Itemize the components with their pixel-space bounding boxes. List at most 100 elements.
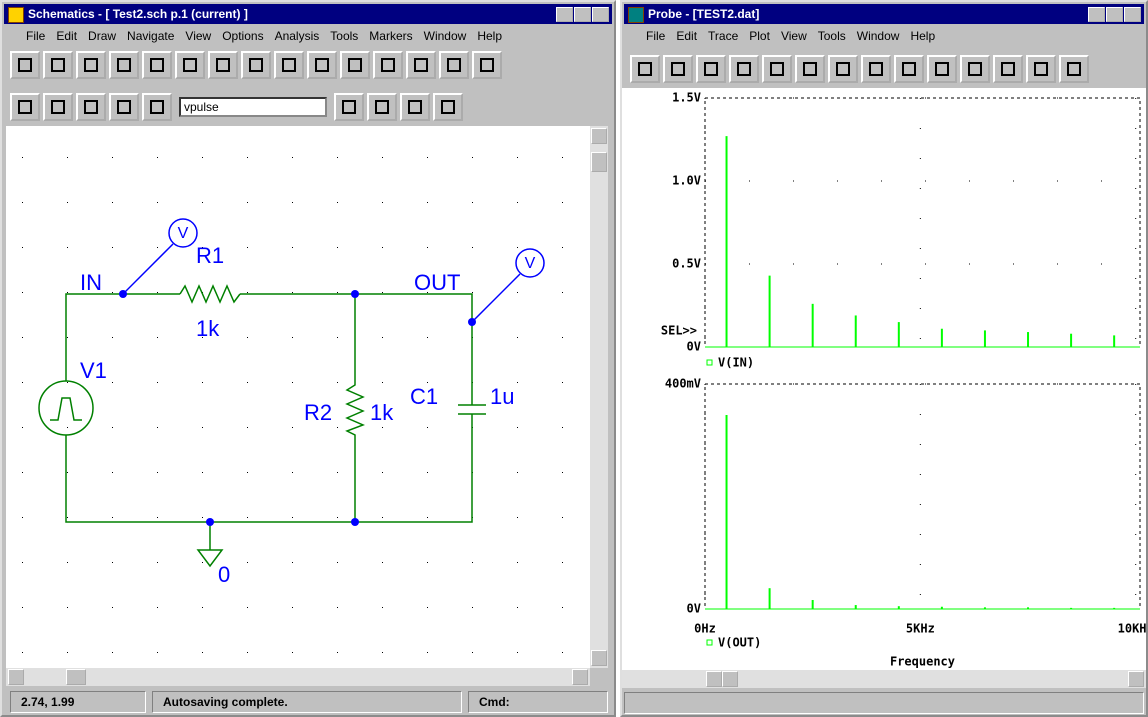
- toolbar-button[interactable]: [663, 55, 693, 83]
- toolbar-button[interactable]: [894, 55, 924, 83]
- toolbar-button[interactable]: [142, 93, 172, 121]
- toolbar-button[interactable]: [109, 51, 139, 79]
- horizontal-scrollbar[interactable]: [6, 668, 590, 686]
- toolbar: [6, 48, 610, 82]
- y-tick-label: 0V: [687, 340, 701, 354]
- net-label: OUT: [414, 270, 460, 295]
- menu-item[interactable]: Help: [910, 27, 935, 45]
- toolbar-button[interactable]: [43, 93, 73, 121]
- y-tick-label: 0.5V: [672, 257, 701, 271]
- toolbar-button[interactable]: [1026, 55, 1056, 83]
- menu-item[interactable]: Trace: [708, 27, 738, 45]
- toolbar-button[interactable]: [630, 55, 660, 83]
- menu-bar: File Edit Draw Navigate View Options Analysis T…: [6, 27, 610, 45]
- part-value: 1u: [490, 384, 514, 409]
- toolbar-button[interactable]: [1059, 55, 1089, 83]
- menu-item[interactable]: Help: [477, 27, 502, 45]
- y-tick-label: 1.0V: [672, 174, 701, 188]
- part-label: V1: [80, 358, 107, 383]
- schematic-canvas[interactable]: IN R1 1k OUT V1 R2 1k C1 1u 0 V V: [6, 126, 590, 668]
- menu-item[interactable]: Draw: [88, 27, 116, 45]
- toolbar: [626, 50, 1142, 88]
- menu-item[interactable]: Navigate: [127, 27, 174, 45]
- toolbar-button[interactable]: [993, 55, 1023, 83]
- menu-item[interactable]: Plot: [749, 27, 770, 45]
- vertical-scrollbar[interactable]: [590, 126, 608, 668]
- y-tick-label: 0V: [687, 602, 701, 616]
- menu-item[interactable]: View: [781, 27, 807, 45]
- toolbar-button[interactable]: [76, 93, 106, 121]
- menu-item[interactable]: Edit: [676, 27, 697, 45]
- window-title: Probe - [TEST2.dat]: [648, 7, 759, 21]
- x-tick-label: 0Hz: [694, 622, 716, 636]
- menu-item[interactable]: File: [646, 27, 665, 45]
- maximize-button[interactable]: [574, 7, 591, 22]
- part-label: R2: [304, 400, 332, 425]
- toolbar-button[interactable]: [10, 51, 40, 79]
- selector-label: SEL>>: [661, 324, 697, 338]
- menu-item[interactable]: Window: [857, 27, 900, 45]
- part-combo-box[interactable]: vpulse: [179, 97, 327, 117]
- title-bar: Probe - [TEST2.dat]: [624, 4, 1144, 24]
- toolbar-button[interactable]: [307, 51, 337, 79]
- toolbar-button[interactable]: [142, 51, 172, 79]
- x-tick-label: 5KHz: [906, 622, 935, 636]
- menu-item[interactable]: File: [26, 27, 45, 45]
- minimize-button[interactable]: [1088, 7, 1105, 22]
- toolbar-button[interactable]: [76, 51, 106, 79]
- toolbar-button[interactable]: [43, 51, 73, 79]
- toolbar-button[interactable]: [175, 51, 205, 79]
- close-button[interactable]: [1124, 7, 1141, 22]
- toolbar-button[interactable]: [439, 51, 469, 79]
- toolbar-button[interactable]: [472, 51, 502, 79]
- x-tick-label: 10KHz: [1118, 622, 1146, 636]
- net-label: IN: [80, 270, 102, 295]
- close-button[interactable]: [592, 7, 609, 22]
- status-message: Autosaving complete.: [152, 691, 462, 713]
- menu-item[interactable]: Analysis: [275, 27, 320, 45]
- part-label: C1: [410, 384, 438, 409]
- toolbar-button[interactable]: [729, 55, 759, 83]
- menu-item[interactable]: Tools: [330, 27, 358, 45]
- menu-item[interactable]: Tools: [818, 27, 846, 45]
- toolbar-button[interactable]: [762, 55, 792, 83]
- toolbar-button[interactable]: [10, 93, 40, 121]
- toolbar-button[interactable]: [367, 93, 397, 121]
- minimize-button[interactable]: [556, 7, 573, 22]
- toolbar-button[interactable]: [960, 55, 990, 83]
- toolbar-button[interactable]: [274, 51, 304, 79]
- toolbar-button[interactable]: [433, 93, 463, 121]
- schematics-window: Schematics - [ Test2.sch p.1 (current) ]…: [0, 0, 616, 717]
- toolbar-button[interactable]: [406, 51, 436, 79]
- menu-item[interactable]: Edit: [56, 27, 77, 45]
- toolbar-button[interactable]: [373, 51, 403, 79]
- menu-bar: File Edit Trace Plot View Tools Window Help: [626, 27, 1142, 45]
- horizontal-scrollbar[interactable]: [622, 670, 1146, 688]
- menu-item[interactable]: Options: [222, 27, 263, 45]
- toolbar-button[interactable]: [696, 55, 726, 83]
- toolbar-button[interactable]: [334, 93, 364, 121]
- menu-item[interactable]: Window: [424, 27, 467, 45]
- net-label: 0: [218, 562, 230, 587]
- menu-item[interactable]: View: [185, 27, 211, 45]
- status-coordinates: 2.74, 1.99: [10, 691, 146, 713]
- toolbar-button[interactable]: [400, 93, 430, 121]
- toolbar-button[interactable]: [861, 55, 891, 83]
- toolbar-button[interactable]: [927, 55, 957, 83]
- window-title: Schematics - [ Test2.sch p.1 (current) ]: [28, 7, 248, 21]
- toolbar-button[interactable]: [340, 51, 370, 79]
- part-value: 1k: [370, 400, 394, 425]
- toolbar: vpulse: [6, 88, 610, 126]
- menu-item[interactable]: Markers: [369, 27, 412, 45]
- toolbar-button[interactable]: [241, 51, 271, 79]
- maximize-button[interactable]: [1106, 7, 1123, 22]
- toolbar-button[interactable]: [208, 51, 238, 79]
- status-command: Cmd:: [468, 691, 608, 713]
- x-axis-title: Frequency: [890, 655, 955, 669]
- toolbar-button[interactable]: [828, 55, 858, 83]
- toolbar-button[interactable]: [795, 55, 825, 83]
- y-tick-label: 1.5V: [672, 91, 701, 105]
- toolbar-button[interactable]: [109, 93, 139, 121]
- voltage-marker: V: [178, 225, 189, 242]
